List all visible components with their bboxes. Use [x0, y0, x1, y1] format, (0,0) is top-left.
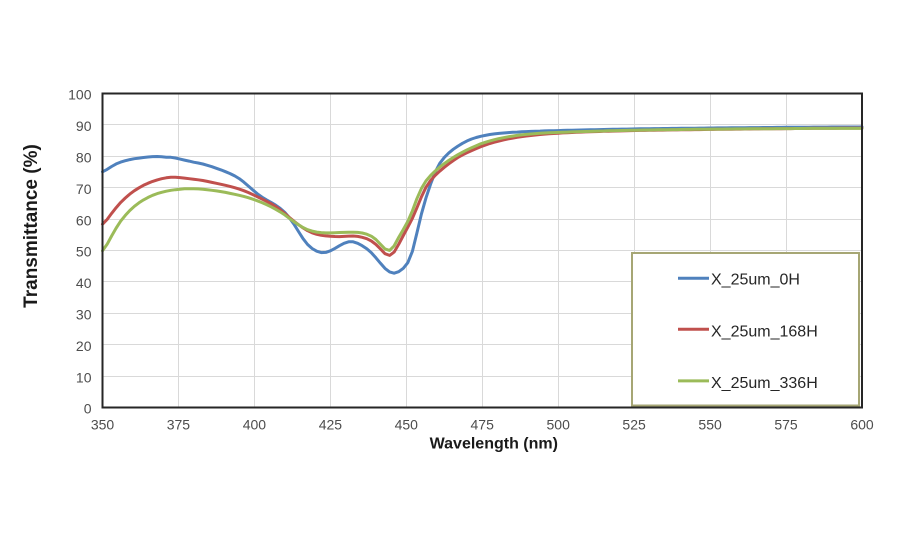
svg-text:525: 525 [622, 417, 646, 433]
svg-text:475: 475 [471, 417, 495, 433]
svg-text:20: 20 [76, 338, 92, 354]
svg-text:Transmittance (%): Transmittance (%) [21, 144, 42, 308]
svg-text:40: 40 [76, 275, 92, 291]
svg-text:60: 60 [76, 212, 92, 228]
svg-text:100: 100 [68, 87, 92, 103]
svg-text:375: 375 [167, 417, 191, 433]
svg-text:425: 425 [319, 417, 343, 433]
svg-text:400: 400 [243, 417, 267, 433]
svg-text:0: 0 [84, 401, 92, 417]
svg-text:500: 500 [547, 417, 571, 433]
svg-text:575: 575 [774, 417, 798, 433]
svg-text:10: 10 [76, 369, 92, 385]
svg-text:X_25um_336H: X_25um_336H [711, 375, 818, 392]
svg-text:350: 350 [91, 417, 115, 433]
svg-text:50: 50 [76, 244, 92, 260]
svg-text:550: 550 [698, 417, 722, 433]
svg-text:450: 450 [395, 417, 419, 433]
svg-text:70: 70 [76, 181, 92, 197]
svg-text:30: 30 [76, 307, 92, 323]
svg-text:X_25um_0H: X_25um_0H [711, 272, 800, 289]
svg-text:600: 600 [850, 417, 874, 433]
svg-text:90: 90 [76, 118, 92, 134]
svg-text:X_25um_168H: X_25um_168H [711, 323, 818, 340]
svg-text:Wavelength (nm): Wavelength (nm) [430, 435, 558, 452]
svg-text:80: 80 [76, 150, 92, 166]
